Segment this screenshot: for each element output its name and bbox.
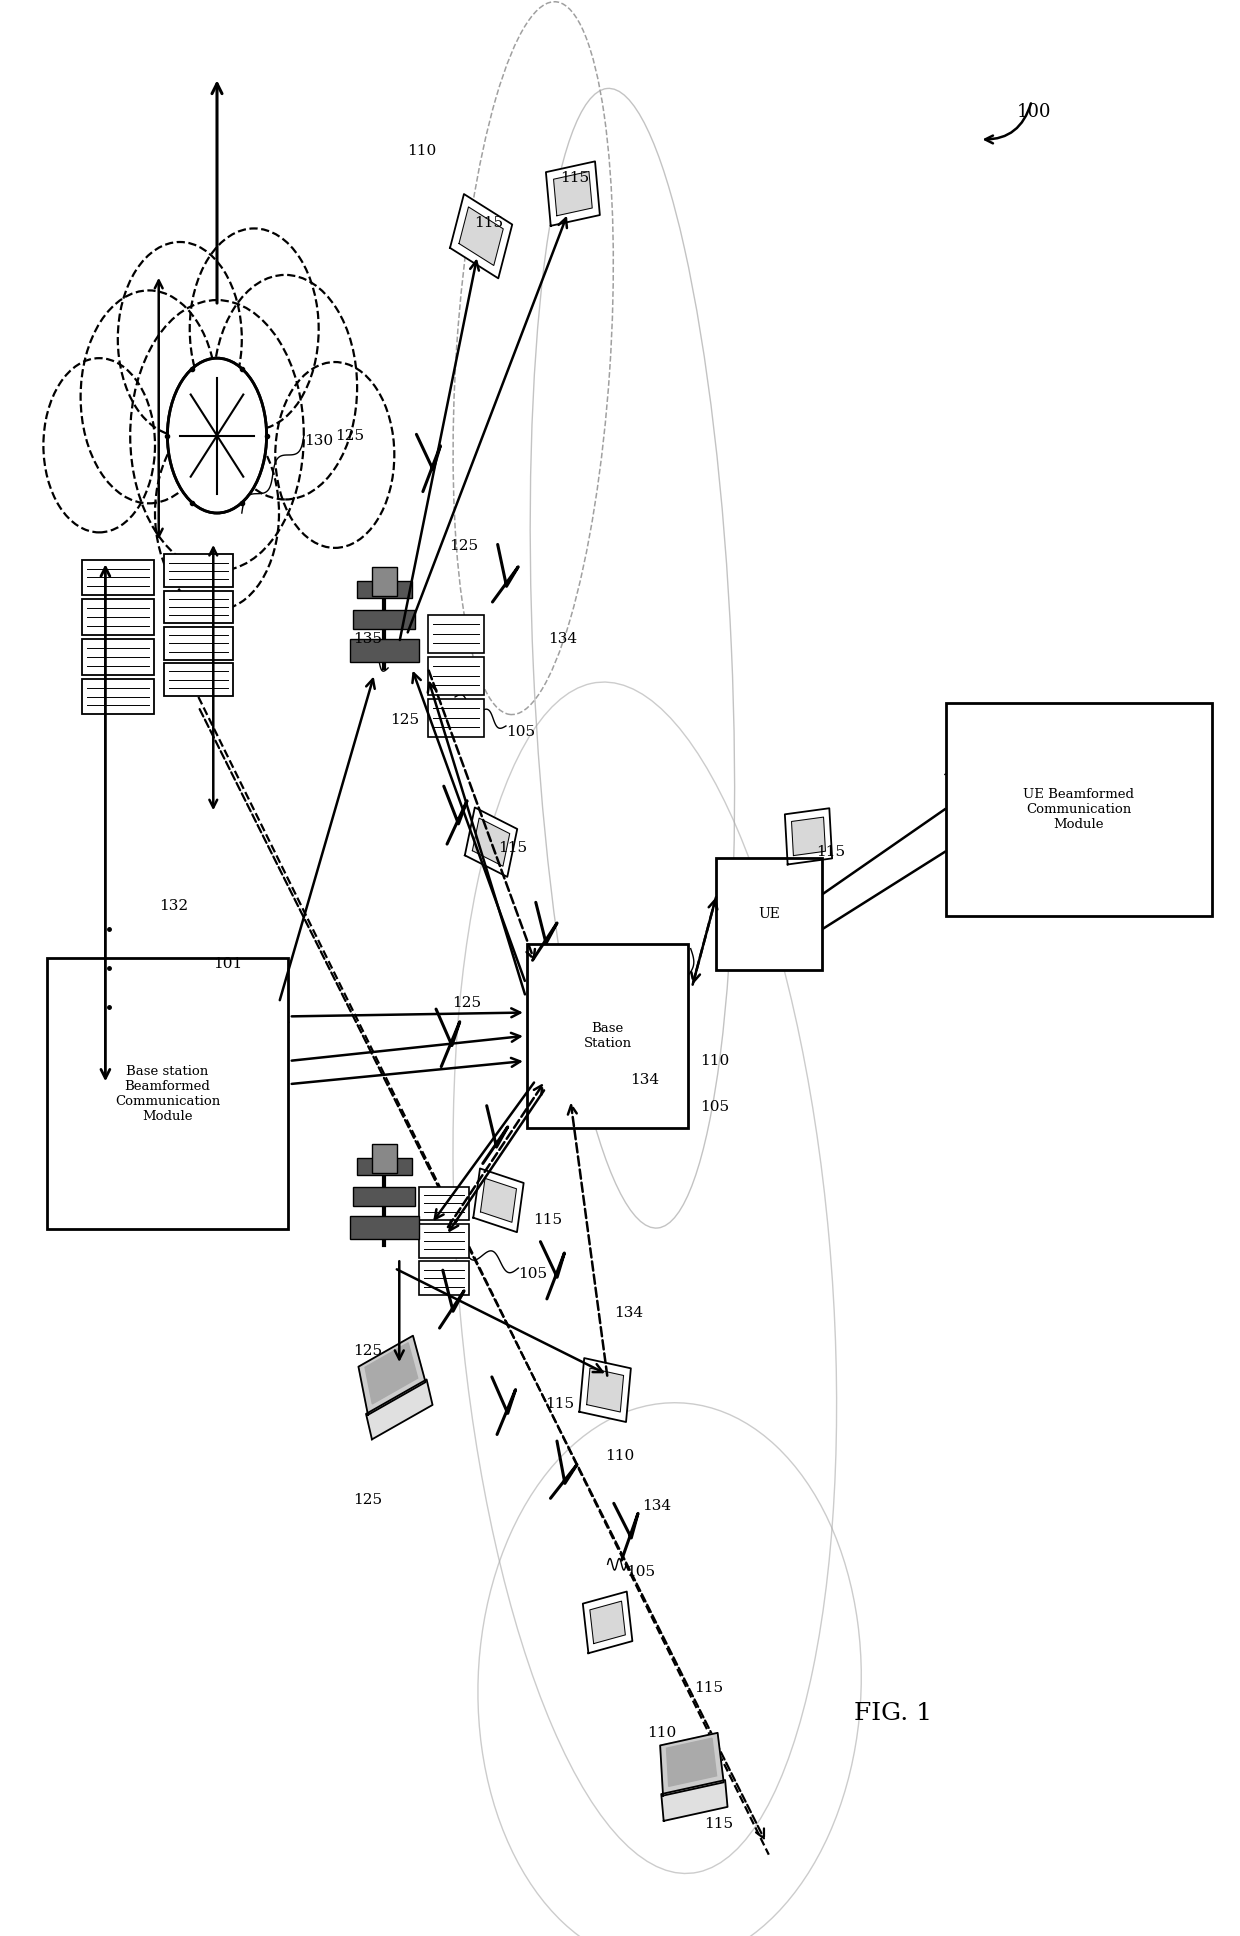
Polygon shape: [450, 194, 512, 279]
Polygon shape: [350, 639, 419, 662]
Polygon shape: [357, 1158, 412, 1175]
Polygon shape: [419, 1224, 469, 1258]
Polygon shape: [666, 1739, 717, 1787]
Polygon shape: [82, 680, 154, 714]
Text: 134: 134: [548, 631, 577, 647]
Text: 110: 110: [647, 1725, 677, 1740]
Polygon shape: [357, 581, 412, 598]
Polygon shape: [365, 1344, 418, 1404]
Polygon shape: [474, 1169, 523, 1231]
Text: 115: 115: [560, 170, 589, 186]
Polygon shape: [353, 1187, 415, 1206]
Text: 101: 101: [213, 956, 243, 972]
Polygon shape: [366, 1380, 433, 1438]
Text: 110: 110: [605, 1448, 635, 1464]
Polygon shape: [82, 639, 154, 676]
Polygon shape: [785, 807, 832, 865]
Text: 105: 105: [518, 1266, 547, 1282]
Text: UE: UE: [758, 906, 780, 922]
Polygon shape: [372, 567, 397, 596]
Polygon shape: [480, 1179, 517, 1222]
Polygon shape: [583, 1591, 632, 1653]
Polygon shape: [465, 807, 517, 877]
Polygon shape: [587, 1369, 624, 1411]
Polygon shape: [82, 600, 154, 635]
Polygon shape: [82, 560, 154, 596]
Text: 105: 105: [701, 1100, 729, 1115]
Polygon shape: [660, 1733, 724, 1795]
Text: 125: 125: [353, 1344, 382, 1359]
Polygon shape: [419, 1187, 469, 1220]
Text: 110: 110: [407, 143, 436, 159]
Text: 134: 134: [642, 1498, 671, 1514]
Text: 105: 105: [626, 1564, 655, 1580]
Text: 125: 125: [391, 712, 419, 728]
Polygon shape: [791, 817, 826, 856]
FancyBboxPatch shape: [945, 703, 1211, 916]
FancyBboxPatch shape: [717, 858, 821, 970]
Text: 135: 135: [353, 631, 382, 647]
Polygon shape: [429, 699, 484, 736]
Text: 100: 100: [1017, 103, 1052, 122]
Polygon shape: [579, 1357, 631, 1423]
FancyBboxPatch shape: [527, 945, 688, 1127]
Polygon shape: [358, 1336, 425, 1415]
Text: 134: 134: [614, 1305, 642, 1320]
Text: 115: 115: [546, 1396, 574, 1411]
Text: UE Beamformed
Communication
Module: UE Beamformed Communication Module: [1023, 788, 1135, 831]
Text: 115: 115: [533, 1212, 562, 1227]
Text: 132: 132: [159, 898, 187, 914]
Polygon shape: [419, 1262, 469, 1295]
Text: FIG. 1: FIG. 1: [854, 1702, 931, 1725]
Text: 115: 115: [474, 215, 502, 230]
Polygon shape: [350, 1216, 419, 1239]
Text: 130: 130: [304, 434, 332, 449]
Polygon shape: [472, 819, 510, 865]
Polygon shape: [353, 610, 415, 629]
Text: 125: 125: [449, 538, 477, 554]
Polygon shape: [553, 172, 593, 215]
Text: 115: 115: [694, 1680, 723, 1696]
Text: 125: 125: [335, 428, 363, 443]
Polygon shape: [429, 616, 484, 652]
Polygon shape: [546, 161, 600, 227]
Text: 105: 105: [506, 724, 534, 740]
Polygon shape: [164, 554, 233, 587]
Text: 125: 125: [353, 1493, 382, 1508]
Text: Base
Station: Base Station: [584, 1022, 631, 1049]
Text: 115: 115: [704, 1816, 733, 1831]
Text: 115: 115: [816, 844, 844, 860]
Polygon shape: [661, 1779, 728, 1822]
Text: Base station
Beamformed
Communication
Module: Base station Beamformed Communication Mo…: [115, 1065, 219, 1123]
Text: 125: 125: [453, 995, 481, 1011]
Polygon shape: [459, 207, 503, 265]
Polygon shape: [164, 590, 233, 623]
FancyBboxPatch shape: [47, 958, 288, 1229]
Polygon shape: [429, 656, 484, 695]
Polygon shape: [372, 1144, 397, 1173]
Text: 134: 134: [630, 1073, 658, 1088]
Circle shape: [167, 358, 267, 513]
Polygon shape: [590, 1601, 625, 1644]
Text: 110: 110: [701, 1053, 730, 1069]
Polygon shape: [164, 664, 233, 697]
Polygon shape: [164, 627, 233, 660]
Text: 115: 115: [498, 840, 527, 856]
